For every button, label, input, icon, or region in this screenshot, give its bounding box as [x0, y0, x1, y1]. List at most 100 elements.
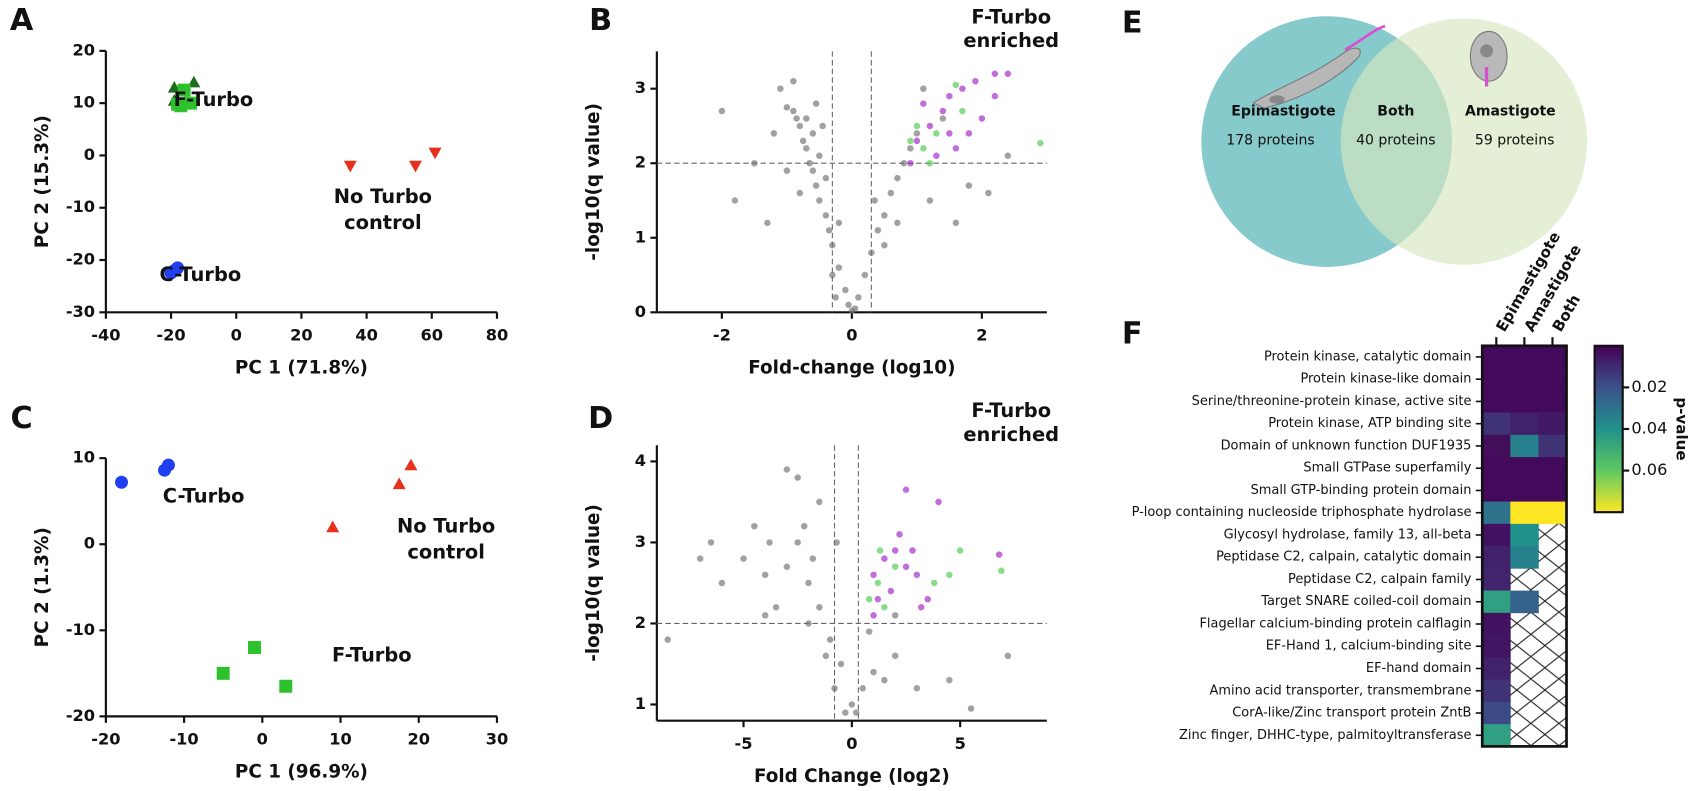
- y-tick-label: 20: [73, 40, 96, 59]
- x-tick-label: 40: [355, 326, 378, 345]
- point: [900, 159, 908, 167]
- cell: [1482, 368, 1511, 391]
- point: [177, 83, 191, 97]
- point: [664, 636, 671, 643]
- point: [902, 563, 910, 570]
- point: [1004, 70, 1012, 78]
- panel-letter: E: [1122, 5, 1143, 40]
- point: [870, 668, 877, 676]
- point: [707, 539, 715, 546]
- point: [907, 145, 914, 152]
- point: [770, 130, 778, 137]
- annotation: C-Turbo: [160, 263, 242, 286]
- point: [764, 219, 771, 227]
- y-tick-label: 10: [73, 93, 96, 112]
- cell: [1482, 590, 1511, 614]
- x-tick-label: -40: [91, 326, 120, 345]
- point: [796, 122, 804, 130]
- point: [870, 571, 877, 579]
- x-tick-label: -20: [91, 730, 120, 749]
- colorbar: [1593, 344, 1624, 514]
- panel-title: enriched: [963, 29, 1059, 52]
- point: [842, 286, 849, 294]
- point: [907, 159, 914, 167]
- point: [965, 130, 973, 137]
- y-axis-label: -log10(q value): [583, 103, 604, 261]
- x-axis-label: Fold Change (log2): [754, 766, 950, 787]
- row-label: CorA-like/Zinc transport protein ZntB: [1232, 706, 1471, 721]
- cell: [1538, 368, 1567, 391]
- point: [935, 498, 942, 506]
- row-label: Peptidase C2, calpain family: [1288, 572, 1472, 587]
- point: [805, 579, 812, 587]
- point: [871, 197, 878, 204]
- cell: [1510, 390, 1539, 413]
- point: [777, 85, 784, 92]
- point: [998, 567, 1005, 575]
- y-tick-label: 2: [635, 613, 646, 632]
- panel-title: F-Turbo: [971, 399, 1051, 422]
- point: [848, 307, 856, 315]
- panel-letter: C: [11, 401, 33, 436]
- point: [952, 219, 960, 227]
- cell: [1482, 457, 1511, 480]
- point: [952, 145, 960, 152]
- point: [1004, 152, 1012, 160]
- cell: [1538, 345, 1567, 369]
- cell: [1510, 590, 1539, 614]
- point: [845, 301, 852, 309]
- cell: [1538, 457, 1567, 480]
- point: [870, 612, 877, 619]
- point: [933, 130, 940, 137]
- empty-cell: [1510, 568, 1539, 591]
- point: [835, 264, 843, 271]
- point: [794, 474, 801, 481]
- point: [967, 705, 975, 712]
- point: [761, 612, 769, 619]
- y-tick-label: 0: [635, 302, 646, 321]
- cell: [1538, 479, 1567, 502]
- point: [924, 595, 931, 603]
- empty-cell: [1538, 679, 1567, 702]
- y-axis-label: PC 2 (15.3%): [32, 115, 53, 248]
- point: [881, 676, 888, 684]
- point: [731, 197, 739, 204]
- point: [995, 551, 1003, 558]
- annotation: F-Turbo: [332, 644, 412, 667]
- point: [343, 160, 357, 173]
- point: [946, 676, 953, 684]
- x-tick-label: 80: [486, 326, 509, 345]
- point: [816, 604, 823, 611]
- cell: [1510, 546, 1539, 569]
- point: [812, 100, 820, 107]
- x-tick-label: 10: [329, 730, 352, 749]
- x-tick-label: 60: [421, 326, 444, 345]
- y-tick-label: 1: [635, 227, 646, 246]
- cell: [1482, 390, 1511, 413]
- point: [865, 595, 873, 603]
- point: [837, 660, 845, 668]
- point: [946, 130, 953, 137]
- annotation: F-Turbo: [174, 88, 254, 111]
- point: [766, 539, 773, 546]
- x-tick-label: 5: [955, 734, 966, 753]
- point: [279, 679, 293, 693]
- point: [216, 666, 230, 680]
- point: [959, 85, 966, 92]
- point: [1037, 139, 1044, 147]
- row-label: Protein kinase, ATP binding site: [1268, 416, 1471, 431]
- panel-letter: A: [10, 3, 34, 38]
- row-label: Amino acid transporter, transmembrane: [1210, 683, 1472, 698]
- row-label: Zinc finger, DHHC-type, palmitoyltransfe…: [1179, 728, 1471, 743]
- point: [392, 477, 406, 490]
- empty-cell: [1538, 635, 1567, 658]
- x-tick-label: 0: [231, 326, 242, 345]
- point: [852, 709, 860, 716]
- point: [939, 115, 947, 122]
- annotation: control: [407, 540, 485, 563]
- point: [790, 77, 797, 85]
- point: [803, 115, 810, 122]
- cell: [1510, 479, 1539, 502]
- point: [920, 100, 927, 107]
